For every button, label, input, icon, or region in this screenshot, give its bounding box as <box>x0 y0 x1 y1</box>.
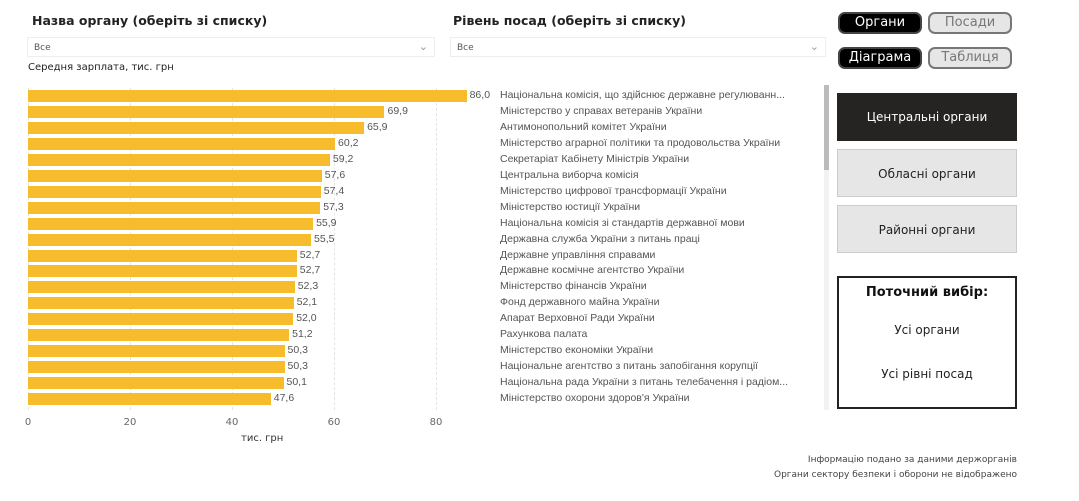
data-label: 65,9 <box>367 120 388 133</box>
category-label: Міністерство у справах ветеранів України <box>500 104 703 117</box>
category-label: Міністерство охорони здоров'я України <box>500 392 690 405</box>
category-label: Рахункова палата <box>500 328 588 341</box>
data-label: 86,0 <box>469 89 491 101</box>
bar[interactable] <box>28 329 290 342</box>
category-label: Національна комісія, що здійснює державн… <box>500 89 785 101</box>
selection-levels: Усі рівні посад <box>881 367 973 381</box>
note-source: Інформацію подано за даними держорганів <box>807 455 1017 465</box>
organ-filter-title: Назва органу (оберіть зі списку) <box>32 13 268 28</box>
bar[interactable] <box>28 121 365 134</box>
selection-organs: Усі органи <box>894 323 960 337</box>
data-label: 52,7 <box>299 264 321 277</box>
category-district[interactable]: Районні органи <box>837 205 1017 253</box>
category-central[interactable]: Центральні органи <box>837 93 1017 141</box>
data-label: 52,3 <box>297 280 319 293</box>
bar[interactable] <box>28 185 321 198</box>
data-label: 59,2 <box>332 152 354 165</box>
category-label: Міністерство аграрної політики та продов… <box>500 136 781 149</box>
bar[interactable] <box>28 153 330 166</box>
category-label: Центральна виборча комісія <box>500 168 639 181</box>
category-label: Національна комісія зі стандартів держав… <box>500 216 745 229</box>
level-filter-title: Рівень посад (оберіть зі списку) <box>453 13 686 28</box>
data-label: 69,9 <box>387 104 408 117</box>
bar[interactable] <box>28 377 284 390</box>
note-security: Органи сектору безпеки і оборони не відо… <box>773 470 1017 480</box>
bar[interactable] <box>28 90 467 102</box>
category-regional[interactable]: Обласні органи <box>837 149 1017 197</box>
bar[interactable] <box>28 201 321 214</box>
diagram-toggle[interactable]: Діаграма <box>838 47 922 69</box>
selection-title: Поточний вибір: <box>865 285 989 300</box>
gridline <box>334 88 335 410</box>
bar[interactable] <box>28 137 336 150</box>
x-tick: 40 <box>225 417 239 428</box>
data-label: 50,3 <box>287 344 308 357</box>
x-tick: 20 <box>123 417 137 428</box>
data-label: 50,1 <box>286 376 307 389</box>
chart-title: Середня зарплата, тис. грн <box>28 62 174 73</box>
category-label: Національна рада України з питань телеба… <box>500 376 789 389</box>
data-label: 52,0 <box>296 312 317 325</box>
data-label: 57,6 <box>324 168 346 181</box>
current-selection-panel: Поточний вибір: Усі органи Усі рівні пос… <box>837 276 1017 409</box>
bar[interactable] <box>28 345 285 358</box>
category-label: Міністерство фінансів України <box>500 280 647 293</box>
data-label: 55,5 <box>314 232 335 245</box>
data-label: 52,7 <box>299 248 321 261</box>
organs-toggle[interactable]: Органи <box>838 12 922 34</box>
bar[interactable] <box>28 393 271 406</box>
organ-dropdown-value: Все <box>34 43 51 53</box>
data-label: 57,4 <box>323 184 345 197</box>
scrollbar[interactable] <box>824 85 829 410</box>
category-label: Фонд державного майна України <box>500 296 660 309</box>
bar[interactable] <box>28 281 295 294</box>
bar[interactable] <box>28 105 385 118</box>
table-toggle[interactable]: Таблиця <box>928 47 1012 69</box>
category-label: Міністерство цифрової трансформації Укра… <box>500 184 727 197</box>
data-label: 57,3 <box>323 200 344 213</box>
category-label: Державне космічне агентство України <box>500 264 685 277</box>
bar[interactable] <box>28 217 314 230</box>
level-dropdown-value: Все <box>457 43 474 53</box>
chevron-down-icon: ⌄ <box>418 40 428 53</box>
data-label: 51,2 <box>292 328 313 341</box>
category-label: Секретаріат Кабінету Міністрів України <box>500 152 690 165</box>
bar[interactable] <box>28 249 297 262</box>
gridline <box>232 88 233 410</box>
chevron-down-icon: ⌄ <box>809 40 819 53</box>
gridline <box>28 88 29 410</box>
bar[interactable] <box>28 169 322 182</box>
category-label: Міністерство юстиції України <box>500 200 641 213</box>
data-label: 50,3 <box>287 360 308 373</box>
level-dropdown[interactable]: Все ⌄ <box>450 37 826 57</box>
scrollbar-thumb[interactable] <box>824 85 829 170</box>
x-tick: 80 <box>429 417 443 428</box>
data-label: 47,6 <box>273 392 295 405</box>
positions-toggle[interactable]: Посади <box>928 12 1012 34</box>
bar[interactable] <box>28 313 294 326</box>
x-tick: 0 <box>24 417 32 428</box>
data-label: 60,2 <box>338 136 359 149</box>
category-label: Національне агентство з питань запобіган… <box>500 360 759 373</box>
bar[interactable] <box>28 233 312 246</box>
category-label: Державне управління справами <box>500 248 656 261</box>
category-label: Державна служба України з питань праці <box>500 232 700 245</box>
organ-dropdown[interactable]: Все ⌄ <box>27 37 435 57</box>
category-label: Апарат Верховної Ради України <box>500 312 655 325</box>
gridline <box>130 88 131 410</box>
gridline <box>436 88 437 410</box>
bar[interactable] <box>28 297 294 310</box>
bar[interactable] <box>28 265 297 278</box>
data-label: 52,1 <box>296 296 318 309</box>
category-label: Антимонопольний комітет України <box>500 120 667 133</box>
data-label: 55,9 <box>316 216 337 229</box>
bar[interactable] <box>28 361 285 374</box>
category-label: Міністерство економіки України <box>500 344 654 357</box>
x-axis-label: тис. грн <box>241 433 284 444</box>
x-tick: 60 <box>327 417 341 428</box>
